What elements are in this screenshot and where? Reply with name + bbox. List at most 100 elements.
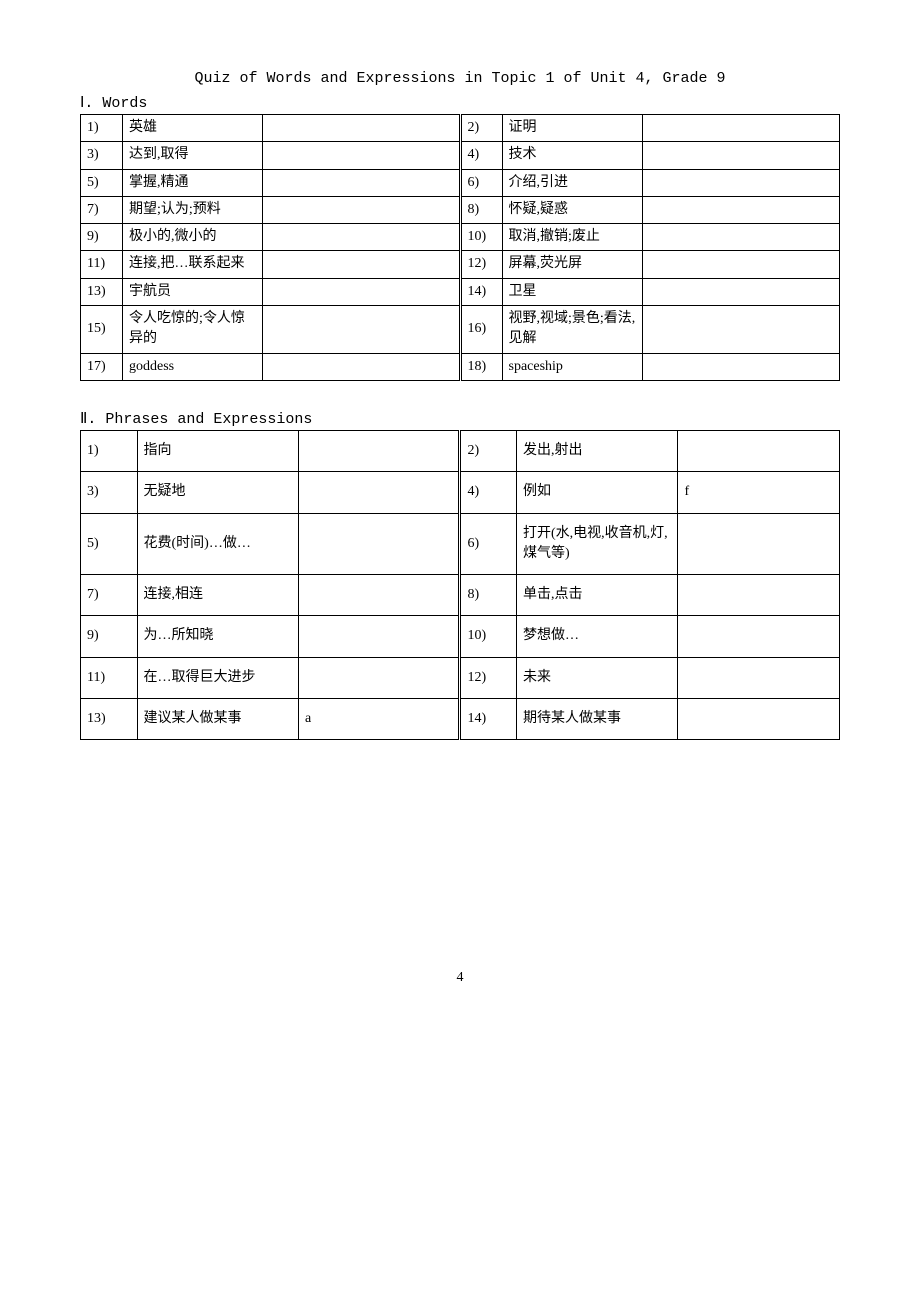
- label-cell: 期望;认为;预料: [123, 196, 263, 223]
- table-row: 9)为…所知晓10)梦想做…: [81, 616, 840, 657]
- answer-cell: f: [678, 472, 840, 513]
- answer-cell: [299, 430, 460, 471]
- label-cell: 屏幕,荧光屏: [502, 251, 642, 278]
- answer-cell: [299, 513, 460, 575]
- answer-cell: [299, 616, 460, 657]
- label-cell: 连接,相连: [137, 575, 298, 616]
- answer-cell: [678, 657, 840, 698]
- num-cell: 4): [460, 472, 517, 513]
- num-cell: 10): [460, 224, 502, 251]
- answer-cell: [642, 169, 840, 196]
- label-cell: 发出,射出: [517, 430, 678, 471]
- label-cell: spaceship: [502, 353, 642, 380]
- num-cell: 11): [81, 657, 138, 698]
- answer-cell: [263, 196, 461, 223]
- page-title: Quiz of Words and Expressions in Topic 1…: [80, 70, 840, 87]
- num-cell: 18): [460, 353, 502, 380]
- answer-cell: [263, 353, 461, 380]
- table-row: 1)指向 2)发出,射出: [81, 430, 840, 471]
- page-number: 4: [80, 970, 840, 986]
- num-cell: 6): [460, 169, 502, 196]
- answer-cell: [678, 616, 840, 657]
- table-row: 9)极小的,微小的10)取消,撤销;废止: [81, 224, 840, 251]
- label-cell: 证明: [502, 115, 642, 142]
- label-cell: 为…所知晓: [137, 616, 298, 657]
- answer-cell: [263, 224, 461, 251]
- table-row: 7)连接,相连 8)单击,点击: [81, 575, 840, 616]
- label-cell: 建议某人做某事: [137, 699, 298, 740]
- label-cell: goddess: [123, 353, 263, 380]
- num-cell: 14): [460, 278, 502, 305]
- num-cell: 7): [81, 196, 123, 223]
- answer-cell: [642, 306, 840, 354]
- num-cell: 5): [81, 169, 123, 196]
- table-row: 13)建议某人做某事a14)期待某人做某事: [81, 699, 840, 740]
- section-heading-phrases: Ⅱ. Phrases and Expressions: [80, 409, 840, 428]
- num-cell: 13): [81, 278, 123, 305]
- label-cell: 指向: [137, 430, 298, 471]
- answer-cell: [299, 472, 460, 513]
- num-cell: 13): [81, 699, 138, 740]
- answer-cell: [642, 196, 840, 223]
- num-cell: 7): [81, 575, 138, 616]
- num-cell: 1): [81, 430, 138, 471]
- label-cell: 达到,取得: [123, 142, 263, 169]
- table-row: 1)英雄2)证明: [81, 115, 840, 142]
- phrases-table: 1)指向 2)发出,射出 3)无疑地 4)例如f 5)花费(时间)…做… 6)打开(水,电…: [80, 430, 840, 740]
- table-row: 15)令人吃惊的;令人惊异的16)视野,视域;景色;看法,见解: [81, 306, 840, 354]
- label-cell: 在…取得巨大进步: [137, 657, 298, 698]
- label-cell: 无疑地: [137, 472, 298, 513]
- answer-cell: [678, 513, 840, 575]
- num-cell: 2): [460, 115, 502, 142]
- label-cell: 打开(水,电视,收音机,灯,煤气等): [517, 513, 678, 575]
- num-cell: 8): [460, 575, 517, 616]
- table-row: 3)无疑地 4)例如f: [81, 472, 840, 513]
- answer-cell: [642, 115, 840, 142]
- num-cell: 12): [460, 251, 502, 278]
- label-cell: 宇航员: [123, 278, 263, 305]
- num-cell: 8): [460, 196, 502, 223]
- label-cell: 技术: [502, 142, 642, 169]
- table-row: 11)在…取得巨大进步 12)未来: [81, 657, 840, 698]
- label-cell: 未来: [517, 657, 678, 698]
- answer-cell: [642, 251, 840, 278]
- num-cell: 1): [81, 115, 123, 142]
- label-cell: 视野,视域;景色;看法,见解: [502, 306, 642, 354]
- num-cell: 9): [81, 616, 138, 657]
- label-cell: 例如: [517, 472, 678, 513]
- label-cell: 单击,点击: [517, 575, 678, 616]
- answer-cell: [678, 699, 840, 740]
- label-cell: 卫星: [502, 278, 642, 305]
- answer-cell: [642, 278, 840, 305]
- num-cell: 3): [81, 472, 138, 513]
- answer-cell: [642, 142, 840, 169]
- label-cell: 连接,把…联系起来: [123, 251, 263, 278]
- label-cell: 梦想做…: [517, 616, 678, 657]
- num-cell: 5): [81, 513, 138, 575]
- num-cell: 9): [81, 224, 123, 251]
- answer-cell: [263, 169, 461, 196]
- label-cell: 令人吃惊的;令人惊异的: [123, 306, 263, 354]
- num-cell: 3): [81, 142, 123, 169]
- answer-cell: [263, 142, 461, 169]
- section-heading-words: Ⅰ. Words: [80, 93, 840, 112]
- label-cell: 介绍,引进: [502, 169, 642, 196]
- table-row: 5)掌握,精通6)介绍,引进: [81, 169, 840, 196]
- num-cell: 14): [460, 699, 517, 740]
- answer-cell: [678, 575, 840, 616]
- answer-cell: [263, 278, 461, 305]
- num-cell: 12): [460, 657, 517, 698]
- table-row: 13)宇航员 14)卫星: [81, 278, 840, 305]
- words-table: 1)英雄2)证明3)达到,取得 4)技术5)掌握,精通6)介绍,引进7)期望;认为…: [80, 114, 840, 381]
- label-cell: 花费(时间)…做…: [137, 513, 298, 575]
- answer-cell: [299, 575, 460, 616]
- answer-cell: [642, 224, 840, 251]
- table-row: 5)花费(时间)…做… 6)打开(水,电视,收音机,灯,煤气等): [81, 513, 840, 575]
- answer-cell: [642, 353, 840, 380]
- num-cell: 4): [460, 142, 502, 169]
- num-cell: 15): [81, 306, 123, 354]
- num-cell: 2): [460, 430, 517, 471]
- answer-cell: [263, 306, 461, 354]
- table-row: 7)期望;认为;预料8)怀疑,疑惑: [81, 196, 840, 223]
- num-cell: 6): [460, 513, 517, 575]
